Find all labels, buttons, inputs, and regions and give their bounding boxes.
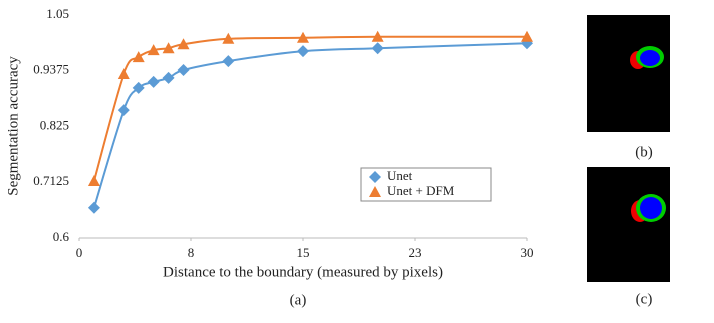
caption: (c) (636, 291, 653, 307)
y-tick-label: 0.6 (53, 229, 70, 244)
triangle-marker (87, 175, 100, 187)
triangle-marker (117, 67, 130, 79)
diamond-marker (177, 64, 190, 77)
triangle-marker (222, 32, 235, 44)
diamond-marker (222, 55, 235, 68)
y-tick-label: 1.05 (46, 6, 69, 21)
triangle-marker (521, 30, 533, 42)
diamond-marker (87, 201, 100, 214)
triangle-marker (371, 30, 384, 42)
triangle-marker (147, 44, 160, 56)
diamond-marker (297, 45, 309, 58)
triangle-marker (297, 31, 309, 43)
caption: (a) (290, 292, 307, 308)
x-tick-label: 0 (76, 245, 83, 260)
x-tick-label: 30 (521, 245, 534, 260)
y-tick-label: 0.7125 (33, 173, 69, 188)
diamond-marker (371, 42, 384, 55)
triangle-marker (177, 38, 190, 50)
triangle-marker (162, 42, 175, 54)
caption: (b) (635, 144, 653, 160)
y-tick-label: 0.9375 (33, 62, 69, 77)
legend-label: Unet + DFM (387, 183, 455, 198)
x-tick-label: 15 (297, 245, 310, 260)
triangle-marker (369, 186, 381, 197)
diamond-marker (117, 104, 130, 117)
y-axis-label: Segmentation accuracy (5, 56, 21, 196)
diamond-marker (369, 171, 381, 183)
y-tick-label: 0.825 (40, 117, 69, 132)
x-tick-label: 23 (409, 245, 422, 260)
x-tick-label: 8 (188, 245, 195, 260)
x-axis-label: Distance to the boundary (measured by pi… (163, 264, 443, 280)
series-line (92, 42, 528, 209)
series-line (92, 35, 528, 182)
legend-box (360, 167, 492, 202)
legend-label: Unet (387, 168, 413, 183)
diamond-marker (132, 81, 145, 94)
triangle-marker (132, 51, 145, 63)
diamond-marker (162, 71, 175, 84)
image-b (587, 15, 670, 132)
diamond-marker (147, 75, 160, 88)
image-c (587, 167, 670, 282)
